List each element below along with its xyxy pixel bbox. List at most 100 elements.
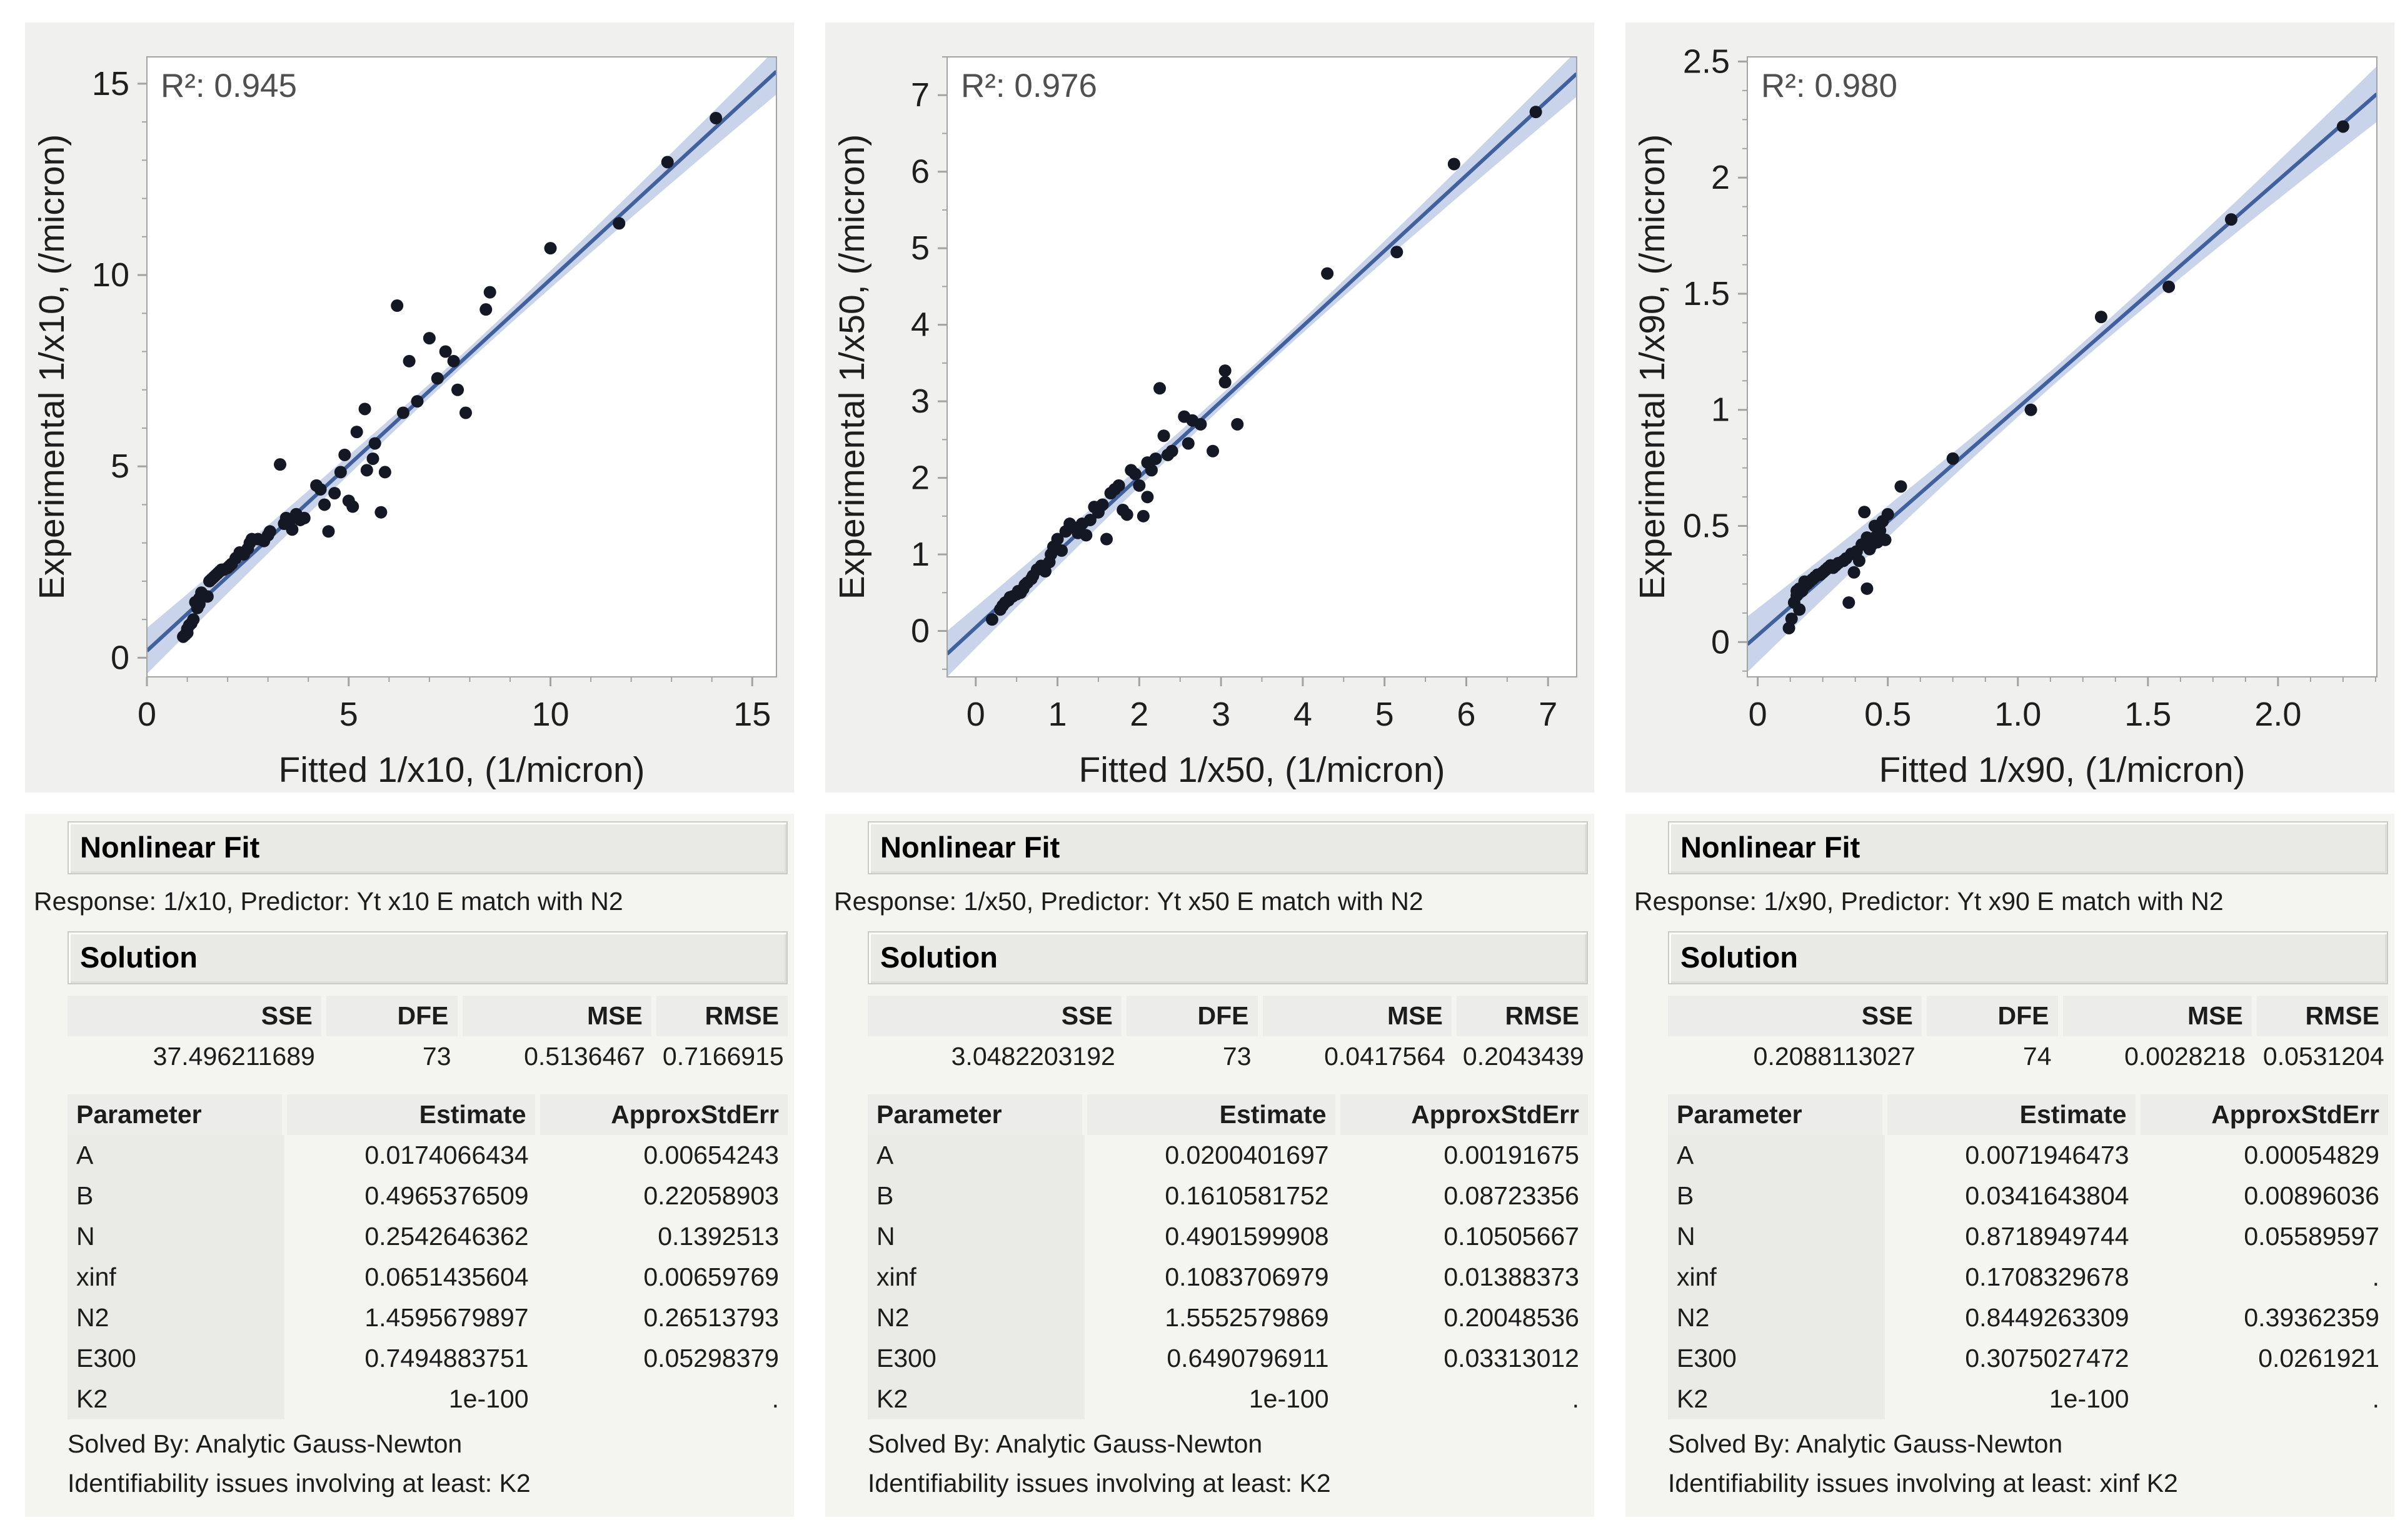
report-column: 0 0.5 1.0 1.5 2.0 0 0.5 1 1.5 2 2.5 Fitted 1/x90, (… [1625, 22, 2394, 1517]
nonlinear-fit-title: Nonlinear Fit [80, 831, 260, 864]
parameter-name: xinf [68, 1257, 285, 1298]
parameter-stderr: 0.03313012 [1444, 1344, 1579, 1372]
parameter-name: xinf [868, 1257, 1085, 1298]
parameter-row: E300 0.7494883751 0.05298379 [68, 1338, 788, 1379]
svg-text:4: 4 [911, 306, 930, 344]
parameter-row: K2 1e-100 . [1668, 1379, 2388, 1419]
report-column: 0 1 2 3 4 5 6 7 0 1 2 3 4 5 6 7 Fitted 1/x50, (1/micron)… [825, 22, 1594, 1517]
parameter-row: xinf 0.1083706979 0.01388373 [868, 1257, 1588, 1298]
parameter-name: N2 [868, 1298, 1085, 1338]
identifiability-line: Identifiability issues involving at leas… [68, 1469, 531, 1498]
parameter-name: N [1668, 1216, 1885, 1257]
stats-value-row: 37.496211689 73 0.5136467 0.7166915 [68, 1036, 788, 1077]
parameter-estimate: 0.8718949744 [1965, 1222, 2129, 1251]
parameter-stderr: 0.20048536 [1444, 1303, 1579, 1332]
parameter-header-row: Parameter Estimate ApproxStdErr [68, 1094, 788, 1135]
svg-text:4: 4 [1293, 696, 1312, 733]
observed-vs-fitted-scatter-plot[interactable]: 0 5 10 15 0 5 10 15 Fitted 1/x10, (1/micron) Expe… [25, 22, 794, 792]
svg-text:1.5: 1.5 [1683, 275, 1730, 312]
svg-text:10: 10 [531, 696, 569, 733]
svg-text:Experimental 1/x50, (/micron): Experimental 1/x50, (/micron) [832, 134, 872, 599]
svg-text:0.5: 0.5 [1864, 696, 1911, 733]
stats-header-sse: SSE [68, 996, 324, 1036]
nonlinear-fit-title: Nonlinear Fit [880, 831, 1060, 864]
parameter-stderr: 0.00896036 [2244, 1181, 2379, 1210]
svg-text:5: 5 [339, 696, 358, 733]
svg-text:3: 3 [1212, 696, 1230, 733]
solution-header-bar[interactable]: Solution [868, 931, 1588, 984]
svg-text:1: 1 [1711, 391, 1730, 429]
stats-header-mse: MSE [1257, 996, 1454, 1036]
stats-value-rmse: 0.0531204 [2262, 1042, 2384, 1071]
parameter-estimate: 1.5552579869 [1165, 1303, 1329, 1332]
parameter-stderr: . [1572, 1384, 1579, 1413]
observed-vs-fitted-scatter-plot[interactable]: 0 0.5 1.0 1.5 2.0 0 0.5 1 1.5 2 2.5 Fitted 1/x90, (… [1625, 22, 2394, 792]
parameter-row: B 0.1610581752 0.08723356 [868, 1176, 1588, 1216]
parameter-row: E300 0.6490796911 0.03313012 [868, 1338, 1588, 1379]
stats-value-rmse: 0.2043439 [1462, 1042, 1584, 1071]
svg-text:5: 5 [1375, 696, 1394, 733]
parameter-name: E300 [868, 1338, 1085, 1379]
svg-text:0: 0 [1749, 696, 1767, 733]
parameter-estimate: 0.6490796911 [1167, 1344, 1329, 1372]
svg-text:0: 0 [967, 696, 985, 733]
response-predictor-line: Response: 1/x90, Predictor: Yt x90 E mat… [1634, 887, 2224, 916]
parameter-estimate: 0.7494883751 [364, 1344, 529, 1372]
parameter-header-stderr: ApproxStdErr [1335, 1094, 1588, 1135]
stats-value-sse: 37.496211689 [153, 1042, 315, 1071]
svg-text:2.5: 2.5 [1683, 42, 1730, 80]
parameter-stderr: 0.0261921 [2258, 1344, 2379, 1372]
stats-value-sse: 0.2088113027 [1753, 1042, 1915, 1071]
report-column: 0 5 10 15 0 5 10 15 Fitted 1/x10, (1/micron) Expe… [25, 22, 794, 1517]
parameter-name: B [1668, 1176, 1885, 1216]
solution-header-bar[interactable]: Solution [1668, 931, 2388, 984]
parameter-name: N2 [1668, 1298, 1885, 1338]
parameter-name: N2 [68, 1298, 285, 1338]
parameter-estimate: 0.1083706979 [1165, 1262, 1329, 1291]
svg-text:3: 3 [911, 382, 930, 420]
scatter-chart-panel: 0 0.5 1.0 1.5 2.0 0 0.5 1 1.5 2 2.5 Fitted 1/x90, (… [1625, 22, 2394, 792]
svg-text:15: 15 [733, 696, 771, 733]
stats-header-dfe: DFE [1121, 996, 1260, 1036]
parameter-header-row: Parameter Estimate ApproxStdErr [868, 1094, 1588, 1135]
stats-header-sse: SSE [1668, 996, 1924, 1036]
solution-title: Solution [1680, 941, 1798, 974]
parameter-name: B [868, 1176, 1085, 1216]
parameter-estimate: 0.3075027472 [1965, 1344, 2129, 1372]
nonlinear-fit-header-bar[interactable]: Nonlinear Fit [1668, 821, 2388, 874]
parameter-row: A 0.0071946473 0.00054829 [1668, 1135, 2388, 1176]
parameter-name: B [68, 1176, 285, 1216]
solution-stats-table: SSE DFE MSE RMSE 37.496211689 73 0.51364… [68, 996, 788, 1077]
svg-text:0: 0 [138, 696, 156, 733]
parameter-estimate: 0.0174066434 [364, 1141, 529, 1169]
svg-text:15: 15 [92, 65, 129, 102]
parameter-row: B 0.4965376509 0.22058903 [68, 1176, 788, 1216]
parameter-row: A 0.0174066434 0.00654243 [68, 1135, 788, 1176]
svg-text:1: 1 [1048, 696, 1067, 733]
parameter-stderr: 0.00191675 [1444, 1141, 1579, 1169]
nonlinear-fit-header-bar[interactable]: Nonlinear Fit [868, 821, 1588, 874]
parameter-header-estimate: Estimate [1082, 1094, 1338, 1135]
solution-header-bar[interactable]: Solution [68, 931, 788, 984]
parameter-estimate: 0.2542646362 [364, 1222, 529, 1251]
svg-text:R²: 0.945: R²: 0.945 [161, 68, 297, 104]
parameter-header-stderr: ApproxStdErr [535, 1094, 788, 1135]
stats-header-mse: MSE [2057, 996, 2254, 1036]
svg-text:2.0: 2.0 [2254, 696, 2301, 733]
observed-vs-fitted-scatter-plot[interactable]: 0 1 2 3 4 5 6 7 0 1 2 3 4 5 6 7 Fitted 1/x50, (1/micron)… [825, 22, 1594, 792]
svg-text:2: 2 [1130, 696, 1148, 733]
parameter-name: N [868, 1216, 1085, 1257]
parameter-row: K2 1e-100 . [68, 1379, 788, 1419]
stats-value-mse: 0.0417564 [1324, 1042, 1445, 1071]
parameter-name: E300 [68, 1338, 285, 1379]
svg-text:Fitted 1/x10, (1/micron): Fitted 1/x10, (1/micron) [278, 750, 645, 790]
parameter-stderr: . [2372, 1384, 2379, 1413]
svg-text:10: 10 [92, 256, 129, 294]
stats-header-rmse: RMSE [1451, 996, 1588, 1036]
parameter-row: N2 1.5552579869 0.20048536 [868, 1298, 1588, 1338]
parameter-estimate: 0.1610581752 [1165, 1181, 1329, 1210]
nonlinear-fit-header-bar[interactable]: Nonlinear Fit [68, 821, 788, 874]
parameter-estimate: 1e-100 [1248, 1384, 1329, 1413]
parameter-name: A [68, 1135, 285, 1176]
